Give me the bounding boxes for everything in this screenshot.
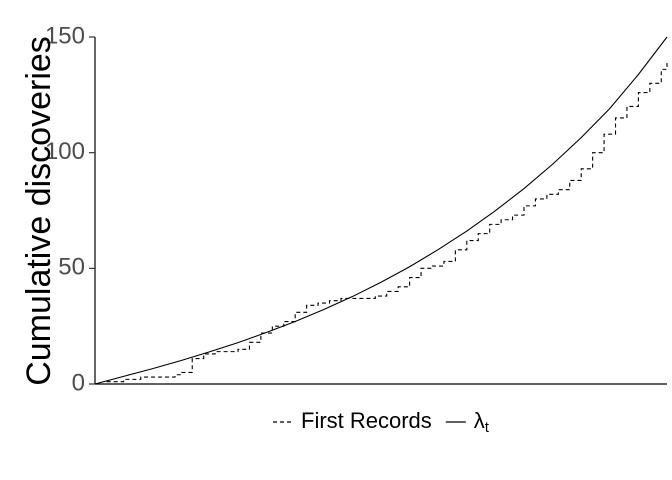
series-line-1	[94, 36, 668, 385]
legend: First Records λt	[273, 408, 490, 436]
legend-label-0: First Records	[301, 408, 432, 433]
series-line-0	[95, 60, 668, 385]
y-axis-ticks: 0 50 100 150	[45, 22, 95, 396]
series-layer	[94, 36, 668, 385]
y-tick-label: 0	[72, 369, 85, 396]
y-tick-label: 100	[45, 138, 85, 165]
y-tick-label: 150	[45, 22, 85, 49]
y-tick-label: 50	[58, 254, 85, 281]
legend-label-1: λt	[474, 408, 490, 436]
y-axis-title: Cumulative discoveries	[20, 36, 58, 386]
plot-area: 0 50 100 150	[45, 22, 668, 396]
